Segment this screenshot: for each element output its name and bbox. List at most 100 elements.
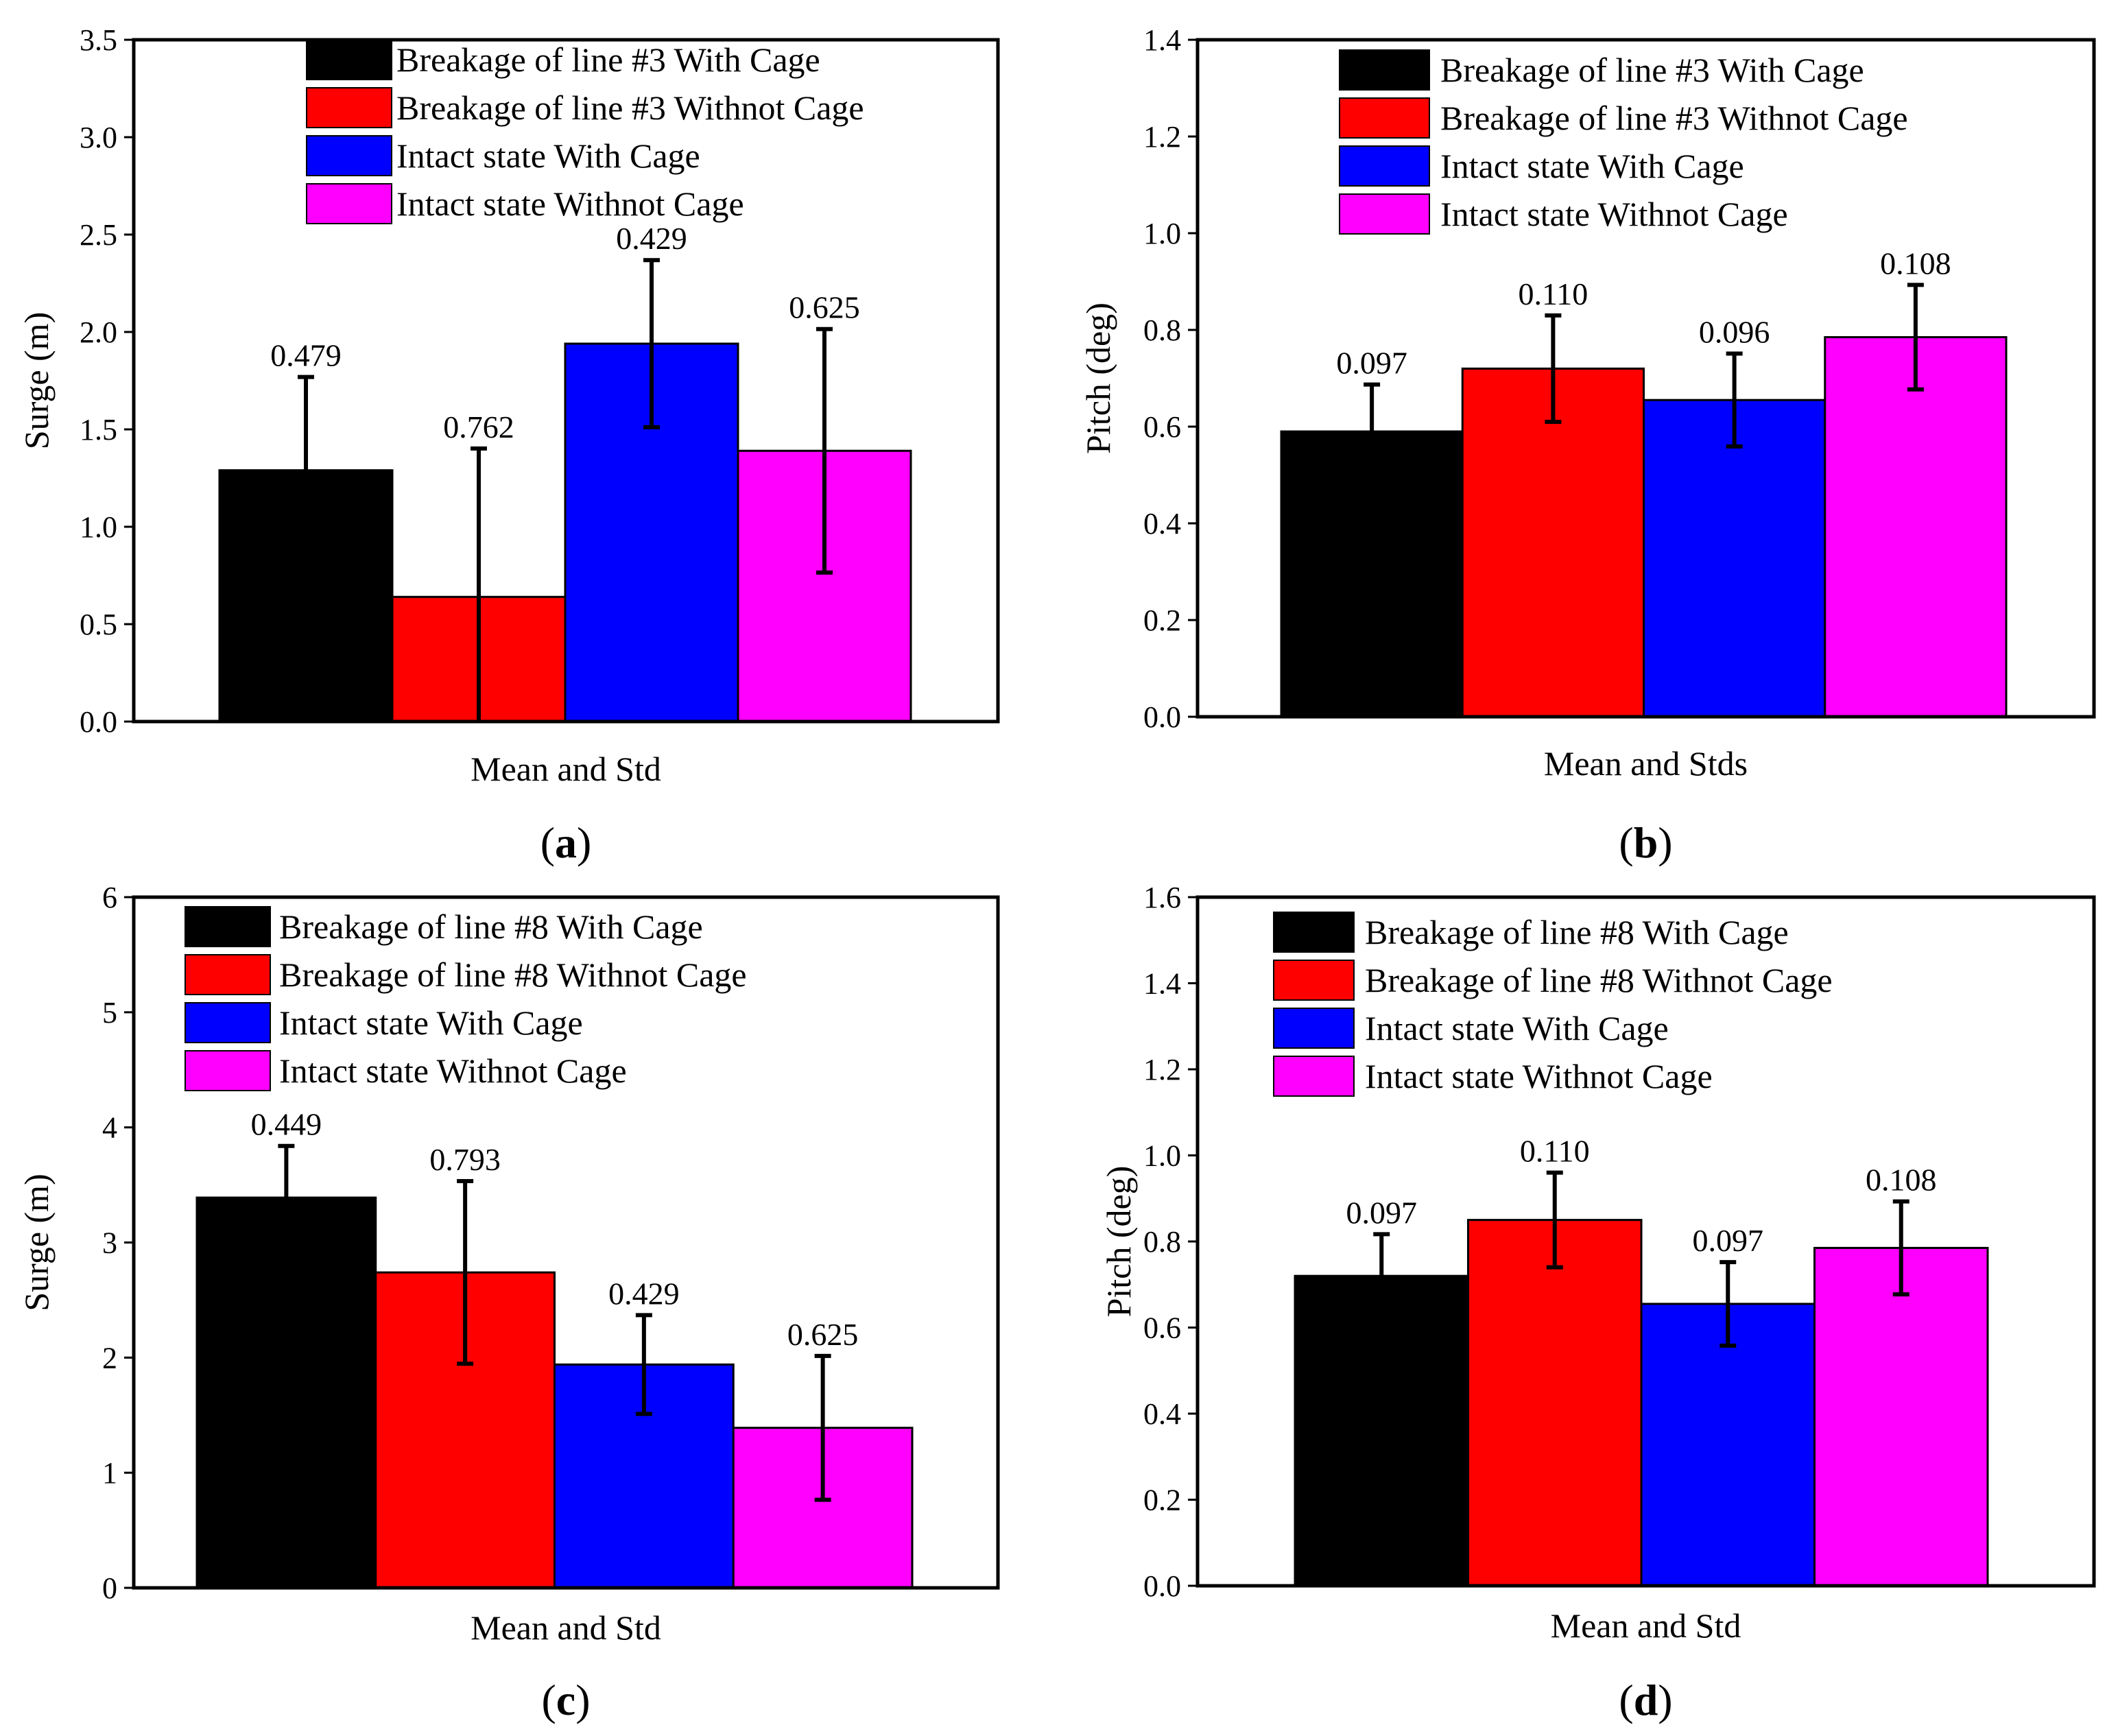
legend-label-3: Intact state With Cage [1440, 147, 1744, 185]
y-tick-label: 2.0 [80, 316, 117, 349]
panel-letter: c [556, 1676, 575, 1724]
legend-label-4: Intact state Withnot Cage [396, 185, 744, 223]
y-tick-label: 0.0 [1143, 700, 1181, 734]
y-tick-label: 0.0 [1143, 1569, 1181, 1603]
y-tick-label: 1.4 [1143, 23, 1181, 57]
y-tick-label: 0.2 [1143, 604, 1181, 637]
data-label-3: 0.096 [1699, 315, 1770, 350]
bar-1 [195, 1196, 377, 1589]
panel-label: (d) [1619, 1676, 1672, 1724]
chart-panel-b: 0.097 0.110 0.096 0.108 Breakage of line #3 … [1079, 23, 2096, 867]
plot-frame [1195, 38, 2096, 719]
legend-label-2: Breakage of line #3 Withnot Cage [1440, 99, 1908, 137]
data-label-3: 0.429 [616, 221, 687, 256]
y-tick-label: 1 [102, 1456, 117, 1490]
y-tick-label: 0.2 [1143, 1484, 1181, 1517]
y-tick-label: 1.0 [80, 510, 117, 544]
data-label-4: 0.108 [1866, 1163, 1937, 1198]
chart-panel-d: 0.097 0.110 0.097 0.108 Breakage of line #8 … [1099, 881, 2096, 1724]
legend-label-1: Breakage of line #3 With Cage [396, 40, 820, 79]
data-label-1: 0.097 [1346, 1195, 1418, 1230]
y-tick-label: 1.5 [80, 413, 117, 447]
bar-4 [1813, 1246, 1989, 1587]
y-tick-label: 0 [102, 1571, 117, 1605]
data-label-3: 0.097 [1693, 1223, 1764, 1258]
x-axis-title: Mean and Std [471, 1608, 661, 1647]
y-axis-title: Pitch (deg) [1099, 1166, 1138, 1318]
legend-label-3: Intact state With Cage [279, 1003, 583, 1042]
legend-swatch-4 [306, 183, 392, 224]
legend-label-2: Breakage of line #8 Withnot Cage [1365, 961, 1833, 999]
legend-swatch-4 [185, 1050, 271, 1091]
data-label-2: 0.762 [443, 409, 514, 444]
y-tick-label: 0.6 [1143, 410, 1181, 444]
data-label-4: 0.108 [1880, 246, 1951, 281]
plot-frame [1195, 895, 2096, 1588]
y-tick-label: 6 [102, 881, 117, 914]
legend-label-4: Intact state Withnot Cage [279, 1051, 627, 1090]
legend-swatch-1 [1339, 49, 1430, 91]
panel-letter: d [1634, 1676, 1658, 1724]
y-tick-label: 5 [102, 996, 117, 1030]
legend-swatch-1 [185, 906, 271, 947]
y-tick-label: 0.4 [1143, 507, 1181, 540]
legend-label-3: Intact state With Cage [396, 136, 700, 175]
legend-swatch-3 [185, 1002, 271, 1043]
panel-label: (c) [541, 1676, 590, 1724]
panel-label: (b) [1619, 818, 1672, 867]
bar-4 [1824, 336, 2008, 718]
y-tick-label: 2.5 [80, 218, 117, 252]
y-tick-label: 1.2 [1143, 120, 1181, 154]
bar-2 [1461, 367, 1645, 718]
legend-swatch-3 [1339, 145, 1430, 187]
legend-label-1: Breakage of line #3 With Cage [1440, 51, 1864, 89]
y-axis-title: Surge (m) [17, 312, 56, 449]
y-tick-label: 3.5 [80, 23, 117, 57]
legend-swatch-3 [1273, 1008, 1355, 1049]
legend-swatch-3 [306, 135, 392, 176]
data-label-4: 0.625 [787, 1317, 859, 1352]
y-tick-label: 0.8 [1143, 1225, 1181, 1259]
legend-swatch-2 [1339, 97, 1430, 139]
data-label-2: 0.110 [1518, 276, 1588, 311]
data-label-1: 0.479 [270, 338, 342, 373]
x-axis-title: Mean and Std [471, 750, 661, 788]
legend-swatch-1 [1273, 912, 1355, 953]
legend-label-4: Intact state Withnot Cage [1440, 195, 1788, 233]
y-tick-label: 0.6 [1143, 1311, 1181, 1345]
y-tick-label: 1.2 [1143, 1053, 1181, 1086]
chart-panel-c: 0.449 0.793 0.429 0.625 Breakage of line #8 … [17, 881, 1000, 1724]
panel-letter: a [555, 818, 577, 867]
legend-label-1: Breakage of line #8 With Cage [1365, 913, 1789, 951]
bar-1 [1294, 1274, 1469, 1587]
data-label-2: 0.110 [1520, 1134, 1590, 1169]
data-label-1: 0.097 [1336, 346, 1407, 381]
y-tick-label: 2 [102, 1341, 117, 1375]
legend-label-3: Intact state With Cage [1365, 1009, 1669, 1047]
plot-frame [132, 38, 1000, 724]
panel-label: (a) [540, 818, 592, 867]
plot-frame [132, 895, 1000, 1590]
legend-label-2: Breakage of line #8 Withnot Cage [279, 955, 747, 994]
y-tick-label: 0.4 [1143, 1397, 1181, 1431]
y-tick-label: 0.5 [80, 608, 117, 641]
bar-2 [1467, 1219, 1643, 1587]
data-label-4: 0.625 [789, 290, 860, 325]
y-tick-label: 1.0 [1143, 1139, 1181, 1173]
legend-label-1: Breakage of line #8 With Cage [279, 907, 703, 946]
y-tick-label: 4 [102, 1111, 117, 1145]
y-tick-label: 1.4 [1143, 967, 1181, 1001]
y-axis-title: Pitch (deg) [1079, 302, 1117, 454]
legend-swatch-2 [1273, 960, 1355, 1001]
data-label-2: 0.793 [429, 1142, 501, 1177]
panel-letter: b [1634, 818, 1658, 867]
x-axis-title: Mean and Stds [1544, 744, 1748, 783]
legend-swatch-4 [1273, 1056, 1355, 1097]
y-tick-label: 0.8 [1143, 313, 1181, 347]
data-label-3: 0.429 [608, 1276, 680, 1311]
legend-label-4: Intact state Withnot Cage [1365, 1057, 1713, 1095]
legend-swatch-2 [185, 954, 271, 995]
legend-swatch-1 [306, 39, 392, 80]
y-tick-label: 3.0 [80, 121, 117, 154]
